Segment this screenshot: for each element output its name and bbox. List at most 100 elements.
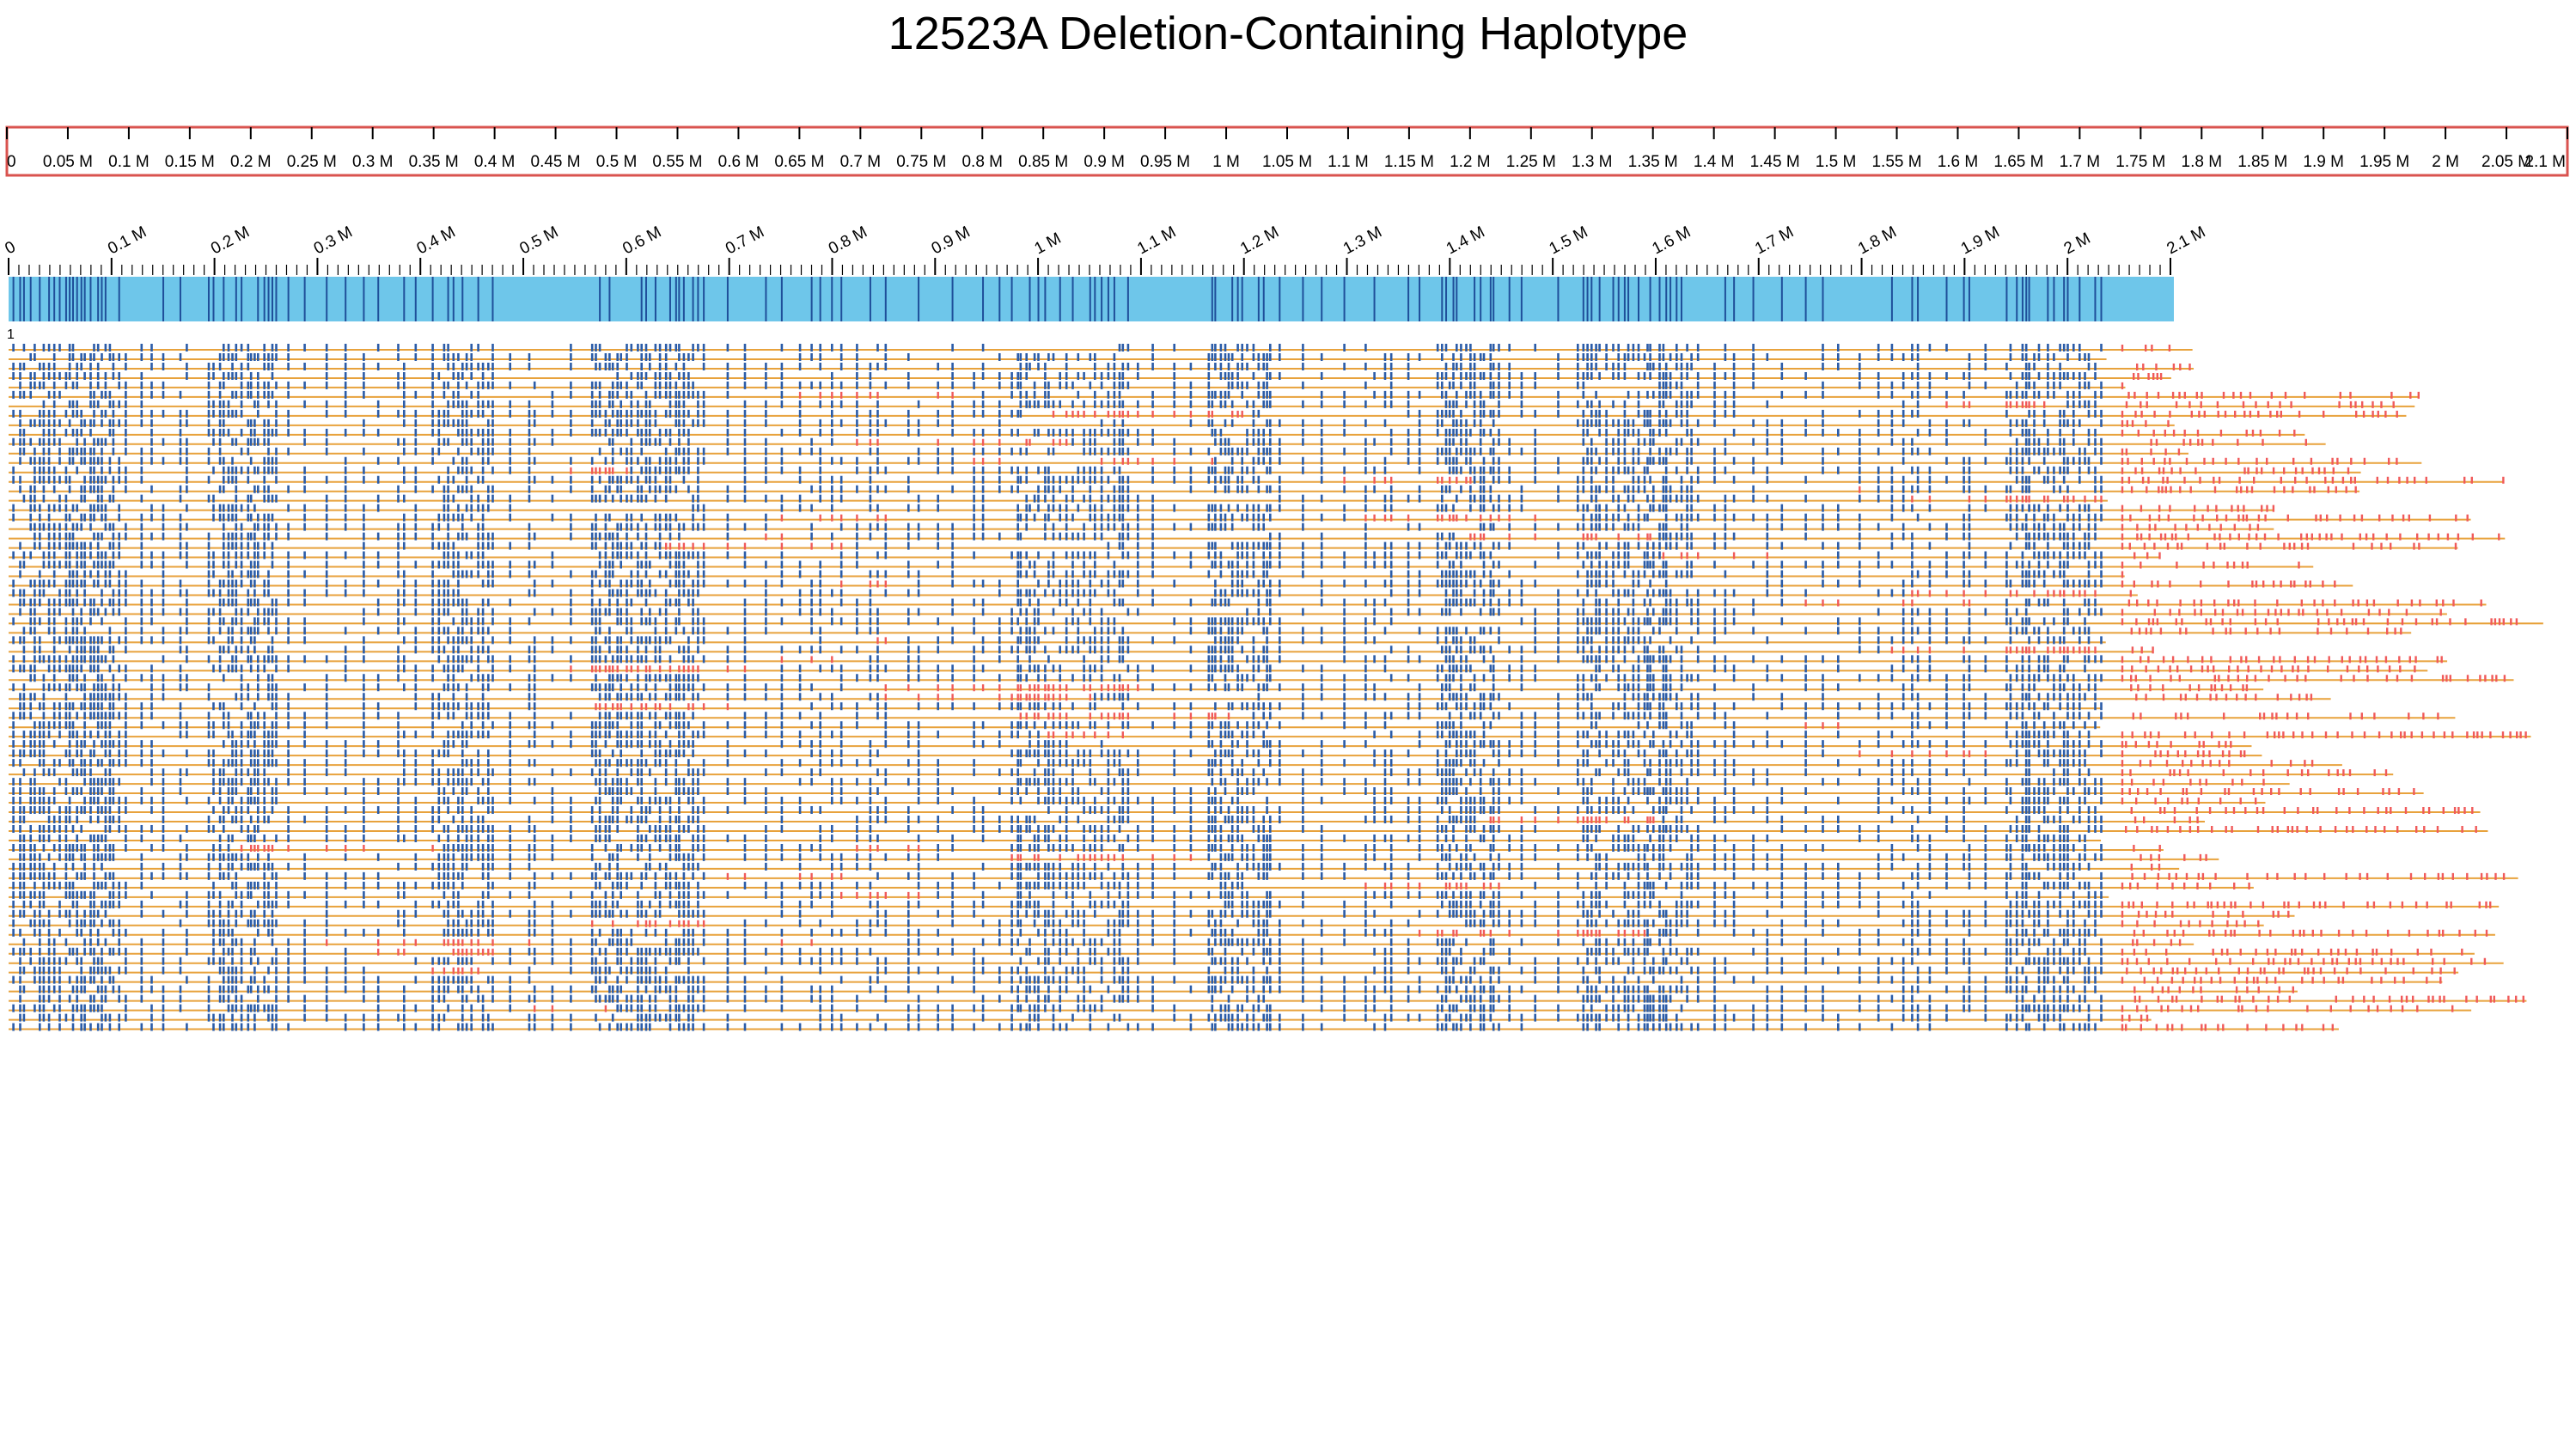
read-matched-marks [22, 494, 1905, 503]
read-matched-marks [12, 579, 2103, 588]
read-mismatch-marks [1859, 750, 2246, 758]
read-track-row [9, 466, 2361, 474]
read-track-row [9, 447, 2188, 455]
read-track-row [9, 862, 2180, 871]
read-mismatch-marks [884, 694, 2313, 701]
read-matched-marks [19, 485, 2103, 493]
read-matched-marks [12, 1023, 2097, 1031]
read-mismatch-marks [1489, 816, 2199, 823]
read-track-row [9, 371, 2171, 380]
read-mismatch-marks [1945, 400, 2395, 408]
top-ruler-tick-label: 0.5 M [596, 153, 638, 171]
read-matched-marks [12, 843, 2103, 852]
read-track-row [9, 551, 2161, 559]
read-mismatch-marks [884, 684, 2249, 692]
top-ruler-tick-label: 0.85 M [1018, 153, 1068, 171]
read-mismatch-marks [2121, 779, 2265, 786]
top-ruler-tick-label: 1.15 M [1384, 153, 1434, 171]
read-track-row [9, 627, 2412, 635]
read-mismatch-marks [1418, 929, 2488, 937]
top-ruler-tick-label: 1 M [1212, 153, 1240, 171]
contig-ruler-tick-label: 1.5 M [1547, 223, 1591, 259]
top-ruler-tick-label: 0.7 M [840, 153, 882, 171]
read-matched-marks [19, 702, 2103, 711]
read-track-row [9, 504, 2275, 512]
read-mismatch-marks [973, 457, 2398, 465]
read-matched-marks [22, 938, 2103, 946]
read-matched-marks [19, 570, 2103, 578]
reference-track: 1 [7, 277, 2174, 342]
read-mismatch-marks [2121, 798, 2257, 805]
read-track-row [9, 617, 2543, 626]
read-matched-marks [19, 428, 2097, 437]
read-matched-marks [12, 617, 2086, 626]
read-matched-marks [42, 400, 2097, 408]
read-matched-marks [12, 466, 2097, 474]
top-ruler-tick-label: 1.35 M [1628, 153, 1678, 171]
read-mismatch-marks [1019, 712, 2439, 720]
read-matched-marks [29, 352, 2091, 361]
read-track-row [9, 890, 2109, 899]
read-mismatch-marks [595, 703, 729, 711]
read-track-row [9, 834, 2102, 842]
read-track-row [9, 994, 2527, 1003]
read-matched-marks [12, 787, 2103, 796]
read-matched-marks [12, 759, 2086, 767]
top-ruler-tick-label: 0.25 M [287, 153, 337, 171]
read-matched-marks [12, 778, 2103, 786]
read-matched-marks [12, 589, 1905, 597]
contig-ruler: 0 0.1 M 0.2 M 0.3 M 0.4 M 0.5 M 0.6 M 0.7 M 0.8 … [2, 223, 2208, 275]
top-ruler-tick-label: 1.8 M [2182, 153, 2223, 171]
read-track-row [9, 749, 2262, 758]
read-matched-marks [12, 721, 2097, 730]
contig-ruler-tick-label: 0.7 M [723, 223, 767, 259]
contig-ruler-tick-label: 0.4 M [414, 223, 459, 259]
read-mismatch-marks [780, 514, 2469, 522]
read-mismatch-marks [2121, 976, 2442, 984]
read-track-row [9, 428, 2305, 437]
read-matched-marks [19, 966, 2103, 975]
read-track-row [9, 1023, 2339, 1031]
read-track-row [9, 494, 2108, 503]
read-matched-marks [19, 693, 2097, 701]
page-title: 12523A Deletion-Containing Haplotype [888, 8, 1688, 59]
top-ruler-tick-label: 1.5 M [1816, 153, 1857, 171]
read-mismatch-marks [765, 533, 2500, 541]
read-matched-marks [12, 344, 2103, 352]
read-track-row [9, 485, 2360, 493]
read-mismatch-marks [1052, 410, 2398, 418]
read-track-row [9, 437, 2326, 446]
read-track-row [9, 419, 2175, 427]
contig-ruler-tick-label: 1.8 M [1855, 223, 1900, 259]
read-mismatch-marks [665, 542, 2457, 550]
read-matched-marks [12, 712, 2103, 720]
top-ruler-tick-label: 0.6 M [718, 153, 760, 171]
read-matched-marks [12, 871, 2103, 880]
read-matched-marks [12, 513, 2103, 522]
top-ruler-tick-label: 1.65 M [1993, 153, 2043, 171]
read-track-row [9, 655, 2448, 663]
contig-ruler-tick-label: 1 M [1032, 229, 1065, 258]
top-ruler-tick-label: 1.7 M [2060, 153, 2101, 171]
top-ruler-tick-label: 0.1 M [108, 153, 150, 171]
read-mismatch-marks [2121, 561, 2300, 569]
read-mismatch-marks [876, 637, 887, 645]
read-mismatch-marks [2125, 825, 2477, 833]
top-ruler-tick-label: 1.6 M [1938, 153, 1979, 171]
contig-ruler-tick-label: 0 [2, 238, 18, 259]
contig-ruler-tick-label: 1.9 M [1958, 223, 2003, 259]
read-mismatch-marks [2121, 504, 2275, 512]
top-ruler-tick-label: 1.25 M [1506, 153, 1556, 171]
read-mismatch-marks [1047, 731, 2527, 739]
read-mismatch-marks [2130, 863, 2161, 871]
read-track-row [9, 645, 2154, 654]
top-ruler-tick-label: 0 [7, 153, 16, 171]
read-mismatch-marks [2121, 1014, 2149, 1022]
read-matched-marks [19, 456, 2103, 465]
read-track-row [9, 806, 2481, 815]
read-matched-marks [12, 504, 2103, 512]
read-mismatch-marks [2121, 769, 2388, 777]
read-matched-marks [22, 768, 2091, 777]
read-mismatch-marks [2121, 1024, 2334, 1031]
read-matched-marks [19, 957, 2103, 965]
